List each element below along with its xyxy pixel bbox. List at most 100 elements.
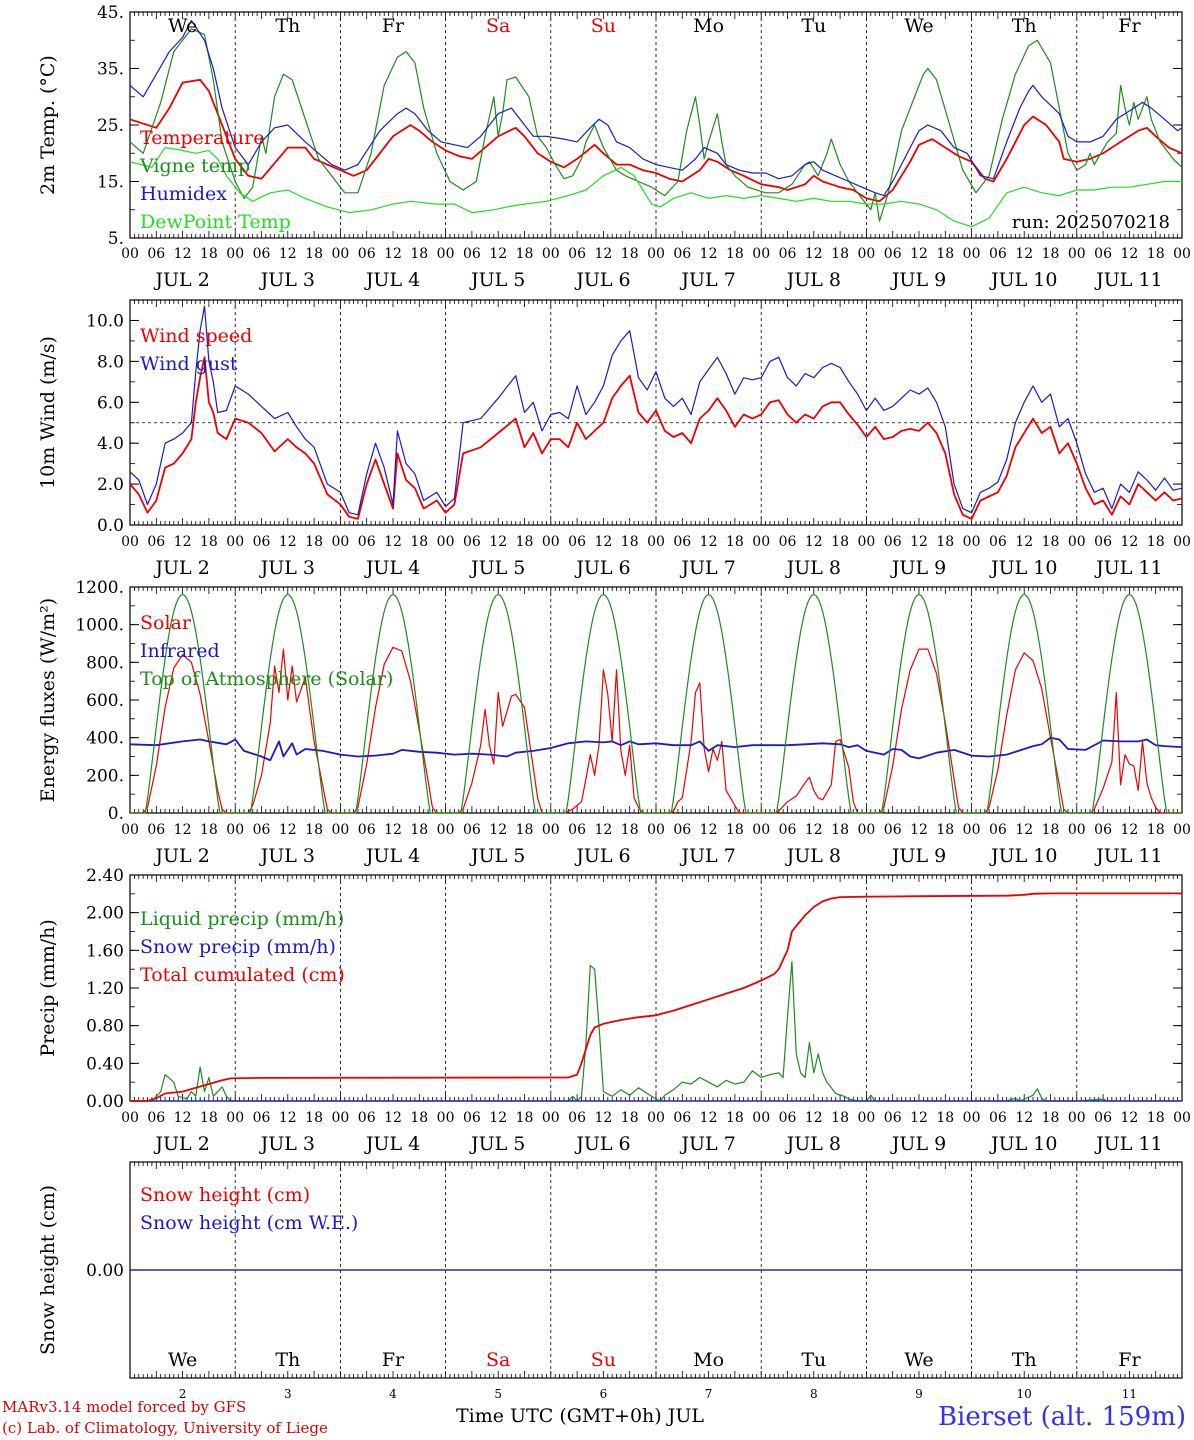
weekday-label: Fr	[1118, 15, 1141, 37]
hour-tick-label: 00	[437, 534, 455, 550]
date-label: JUL 4	[364, 557, 420, 579]
hour-tick-label: 06	[358, 246, 376, 262]
weekday-label: We	[168, 15, 197, 37]
y-axis-label: Precip (mm/h)	[37, 919, 59, 1057]
hour-tick-label: 00	[226, 534, 244, 550]
hour-tick-label: 00	[647, 534, 665, 550]
hour-tick-label: 12	[1120, 246, 1138, 262]
y-tick-label: 2.00	[86, 904, 124, 924]
hour-tick-label: 12	[1015, 246, 1033, 262]
weekday-label: We	[168, 1349, 197, 1371]
hour-tick-label: 06	[989, 822, 1007, 838]
x-axis-title: Time UTC (GMT+0h) JUL	[456, 1405, 704, 1427]
day-number-label: 7	[705, 1387, 713, 1401]
hour-tick-label: 00	[121, 822, 139, 838]
date-label: JUL 4	[364, 1133, 420, 1155]
hour-tick-label: 00	[963, 534, 981, 550]
hour-tick-label: 18	[726, 534, 744, 550]
hour-tick-label: 00	[857, 1110, 875, 1126]
hour-tick-label: 12	[489, 1110, 507, 1126]
weekday-label: We	[904, 1349, 933, 1371]
legend-entry: Vigne temp	[139, 155, 250, 177]
y-tick-label: 2.40	[86, 866, 124, 886]
legend-entry: Humidex	[140, 183, 227, 205]
date-label: JUL 2	[153, 557, 209, 579]
hour-tick-label: 00	[752, 246, 770, 262]
hour-tick-label: 18	[516, 822, 534, 838]
date-label: JUL 2	[153, 845, 209, 867]
y-tick-label: 1.60	[86, 941, 124, 961]
weekday-label: Mo	[693, 15, 724, 37]
legend-entry: Wind gust	[140, 353, 238, 375]
hour-tick-label: 00	[963, 822, 981, 838]
legend-entry: Liquid precip (mm/h)	[140, 908, 344, 930]
hour-tick-label: 12	[594, 246, 612, 262]
date-label: JUL 7	[679, 845, 735, 867]
hour-tick-label: 12	[805, 1110, 823, 1126]
date-label: JUL 11	[1094, 269, 1162, 291]
hour-tick-label: 12	[700, 246, 718, 262]
date-label: JUL 4	[364, 845, 420, 867]
y-tick-label: 0.80	[86, 1017, 124, 1037]
hour-tick-label: 00	[331, 1110, 349, 1126]
y-tick-label: 0.00	[86, 1261, 124, 1281]
station-name: Bierset (alt. 159m)	[937, 1402, 1186, 1432]
hour-tick-label: 18	[831, 246, 849, 262]
legend-entry: Top of Atmosphere (Solar)	[140, 668, 393, 690]
legend-entry: Temperature	[140, 127, 264, 149]
hour-tick-label: 12	[594, 822, 612, 838]
hour-tick-label: 00	[1173, 534, 1191, 550]
hour-tick-label: 12	[1120, 822, 1138, 838]
hour-tick-label: 00	[963, 246, 981, 262]
hour-tick-label: 12	[805, 246, 823, 262]
hour-tick-label: 06	[779, 822, 797, 838]
hour-tick-label: 12	[700, 822, 718, 838]
hour-tick-label: 18	[726, 822, 744, 838]
hour-tick-label: 00	[331, 822, 349, 838]
hour-tick-label: 12	[1015, 822, 1033, 838]
hour-tick-label: 06	[779, 534, 797, 550]
date-label: JUL 7	[679, 557, 735, 579]
hour-tick-label: 12	[594, 534, 612, 550]
series-line	[129, 305, 1183, 516]
series-line	[129, 19, 1183, 197]
y-tick-label: 15.	[97, 173, 124, 193]
hour-tick-label: 06	[568, 534, 586, 550]
weekday-label: Th	[275, 15, 300, 37]
hour-tick-label: 18	[1147, 534, 1165, 550]
hour-tick-label: 18	[831, 534, 849, 550]
hour-tick-label: 18	[621, 246, 639, 262]
hour-tick-label: 12	[279, 1110, 297, 1126]
hour-tick-label: 06	[568, 1110, 586, 1126]
day-number-label: 6	[600, 1387, 608, 1401]
date-label: JUL 8	[785, 557, 841, 579]
hour-tick-label: 18	[1147, 246, 1165, 262]
date-label: JUL 5	[469, 1133, 525, 1155]
weekday-label: Th	[1012, 15, 1037, 37]
y-tick-label: 35.	[97, 60, 124, 80]
hour-tick-label: 00	[752, 822, 770, 838]
legend-entry: Wind speed	[140, 325, 252, 347]
hour-tick-label: 18	[200, 1110, 218, 1126]
date-label: JUL 5	[469, 269, 525, 291]
date-label: JUL 3	[259, 845, 315, 867]
hour-tick-label: 12	[279, 534, 297, 550]
weekday-label: Fr	[382, 15, 405, 37]
weekday-label: Su	[591, 15, 616, 37]
day-number-label: 8	[810, 1387, 818, 1401]
y-tick-label: 600.	[86, 691, 124, 711]
date-label: JUL 8	[785, 1133, 841, 1155]
series-line	[129, 736, 1183, 762]
series-line	[129, 356, 1183, 520]
hour-tick-label: 06	[147, 822, 165, 838]
hour-tick-label: 18	[621, 822, 639, 838]
date-label: JUL 6	[574, 845, 630, 867]
hour-tick-label: 00	[121, 534, 139, 550]
hour-tick-label: 18	[305, 822, 323, 838]
legend-entry: Snow height (cm)	[140, 1184, 310, 1206]
date-label: JUL 7	[679, 269, 735, 291]
hour-tick-label: 18	[621, 1110, 639, 1126]
hour-tick-label: 00	[857, 534, 875, 550]
weekday-label: Sa	[486, 15, 510, 37]
